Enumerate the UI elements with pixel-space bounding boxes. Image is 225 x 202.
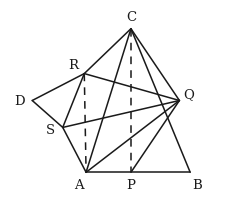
Text: S: S <box>45 123 54 136</box>
Text: C: C <box>125 11 135 23</box>
Text: D: D <box>14 95 25 107</box>
Text: A: A <box>74 179 83 191</box>
Text: R: R <box>68 59 78 72</box>
Text: Q: Q <box>182 87 193 100</box>
Text: P: P <box>126 179 135 191</box>
Text: B: B <box>192 179 201 191</box>
